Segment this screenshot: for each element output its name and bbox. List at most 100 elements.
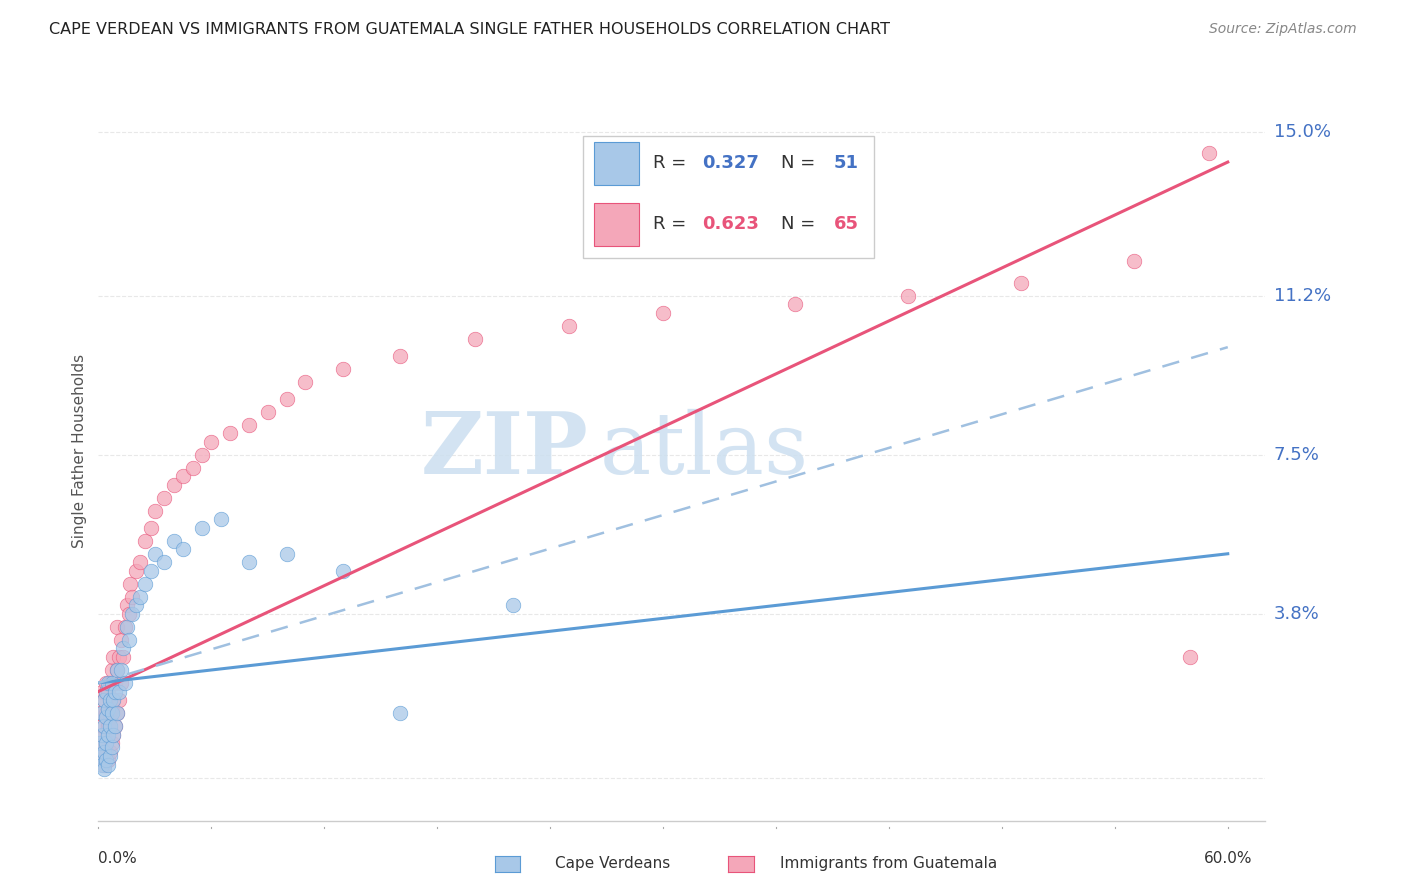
Point (191, 521, 214, 535)
Point (93, 693, 115, 707)
Point (125, 564, 148, 578)
Point (1178, 650, 1201, 665)
Point (93, 693, 115, 707)
Point (172, 542, 194, 557)
FancyBboxPatch shape (595, 203, 638, 246)
Point (1010, 276, 1032, 290)
Point (110, 663, 132, 677)
Point (1122, 254, 1144, 268)
Point (93, 757, 115, 772)
Text: atlas: atlas (600, 409, 810, 492)
Point (111, 650, 134, 665)
Text: 0.0%: 0.0% (98, 851, 138, 866)
Point (89, 736, 111, 750)
Point (94, 676, 117, 690)
Point (93, 745, 115, 759)
Text: 0.327: 0.327 (702, 153, 759, 171)
Point (117, 632, 139, 647)
Point (219, 426, 242, 441)
Point (134, 577, 156, 591)
Point (103, 693, 125, 707)
Point (104, 719, 127, 733)
Text: 65: 65 (834, 215, 859, 233)
Point (97, 753, 120, 767)
Point (103, 727, 125, 741)
Point (108, 650, 131, 665)
Point (100, 676, 122, 690)
Text: N =: N = (782, 215, 821, 233)
Y-axis label: Single Father Households: Single Father Households (72, 353, 87, 548)
Point (93, 719, 115, 733)
Point (897, 288, 920, 302)
Point (98, 749, 121, 764)
Text: N =: N = (782, 153, 821, 171)
Point (139, 521, 162, 535)
Point (163, 533, 186, 548)
Point (98, 745, 121, 759)
Point (388, 349, 411, 363)
Point (93, 727, 115, 741)
Point (120, 577, 142, 591)
Point (98, 693, 121, 707)
Point (93, 762, 115, 776)
Point (105, 663, 128, 677)
FancyBboxPatch shape (582, 136, 875, 258)
Point (89, 749, 111, 764)
Point (94, 736, 117, 750)
Point (94, 684, 117, 698)
Point (276, 547, 298, 561)
Point (91, 757, 114, 772)
Point (238, 417, 260, 432)
Point (134, 533, 156, 548)
Point (652, 306, 675, 320)
Point (143, 504, 166, 518)
Point (114, 676, 136, 690)
FancyBboxPatch shape (595, 142, 638, 185)
Point (128, 555, 150, 569)
Point (191, 448, 214, 462)
Point (105, 706, 128, 720)
Text: 11.2%: 11.2% (1274, 286, 1331, 304)
Point (115, 599, 138, 613)
Point (121, 590, 143, 604)
Point (153, 555, 176, 569)
Point (100, 702, 122, 716)
Point (276, 392, 298, 406)
Point (172, 469, 194, 483)
Point (91, 719, 114, 733)
Point (115, 620, 138, 634)
Point (97, 757, 120, 772)
Point (103, 727, 125, 741)
Point (502, 599, 524, 613)
Text: 3.8%: 3.8% (1274, 605, 1319, 623)
Point (111, 641, 134, 656)
Point (1198, 146, 1220, 161)
Point (108, 684, 131, 698)
Text: Source: ZipAtlas.com: Source: ZipAtlas.com (1209, 22, 1357, 37)
Point (91, 727, 114, 741)
Point (464, 332, 486, 346)
Point (163, 478, 186, 492)
Point (783, 297, 806, 311)
Point (97, 684, 120, 698)
Point (388, 706, 411, 720)
Point (97, 676, 120, 690)
Point (100, 663, 122, 677)
Point (104, 719, 127, 733)
Text: 51: 51 (834, 153, 859, 171)
Text: ZIP: ZIP (420, 409, 589, 492)
Point (94, 706, 117, 720)
Point (103, 650, 125, 665)
Point (103, 693, 125, 707)
Text: 7.5%: 7.5% (1274, 446, 1320, 464)
Point (294, 375, 316, 389)
Point (94, 753, 117, 767)
Text: R =: R = (652, 153, 692, 171)
Point (97, 719, 120, 733)
Text: Cape Verdeans: Cape Verdeans (555, 856, 671, 871)
Point (94, 745, 117, 759)
Point (558, 318, 581, 333)
Point (105, 620, 128, 634)
Point (121, 607, 143, 621)
Text: CAPE VERDEAN VS IMMIGRANTS FROM GUATEMALA SINGLE FATHER HOUSEHOLDS CORRELATION C: CAPE VERDEAN VS IMMIGRANTS FROM GUATEMAL… (49, 22, 890, 37)
